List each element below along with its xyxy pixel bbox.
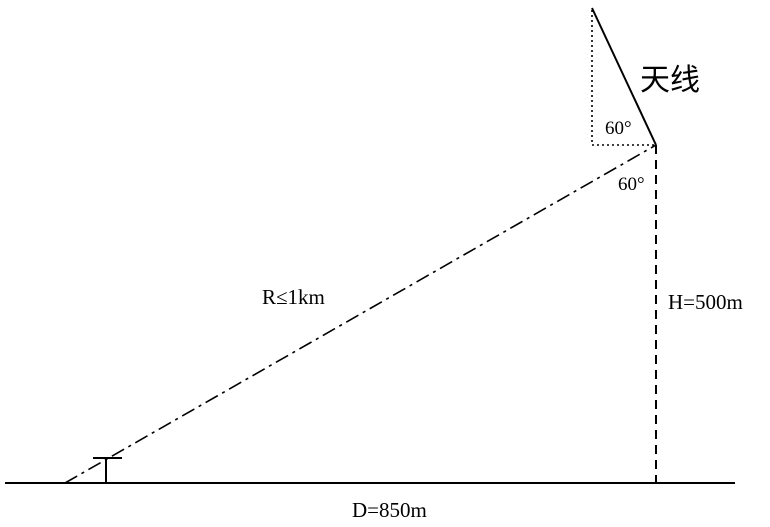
range-label: R≤1km bbox=[262, 285, 325, 309]
antenna-line bbox=[591, 7, 657, 146]
distance-label: D=850m bbox=[352, 498, 427, 522]
range-line bbox=[64, 144, 657, 484]
antenna-label: 天线 bbox=[640, 63, 700, 98]
height-label: H=500m bbox=[668, 290, 743, 314]
angle-label: 60° bbox=[605, 118, 632, 139]
angle-label: 60° bbox=[618, 174, 645, 195]
